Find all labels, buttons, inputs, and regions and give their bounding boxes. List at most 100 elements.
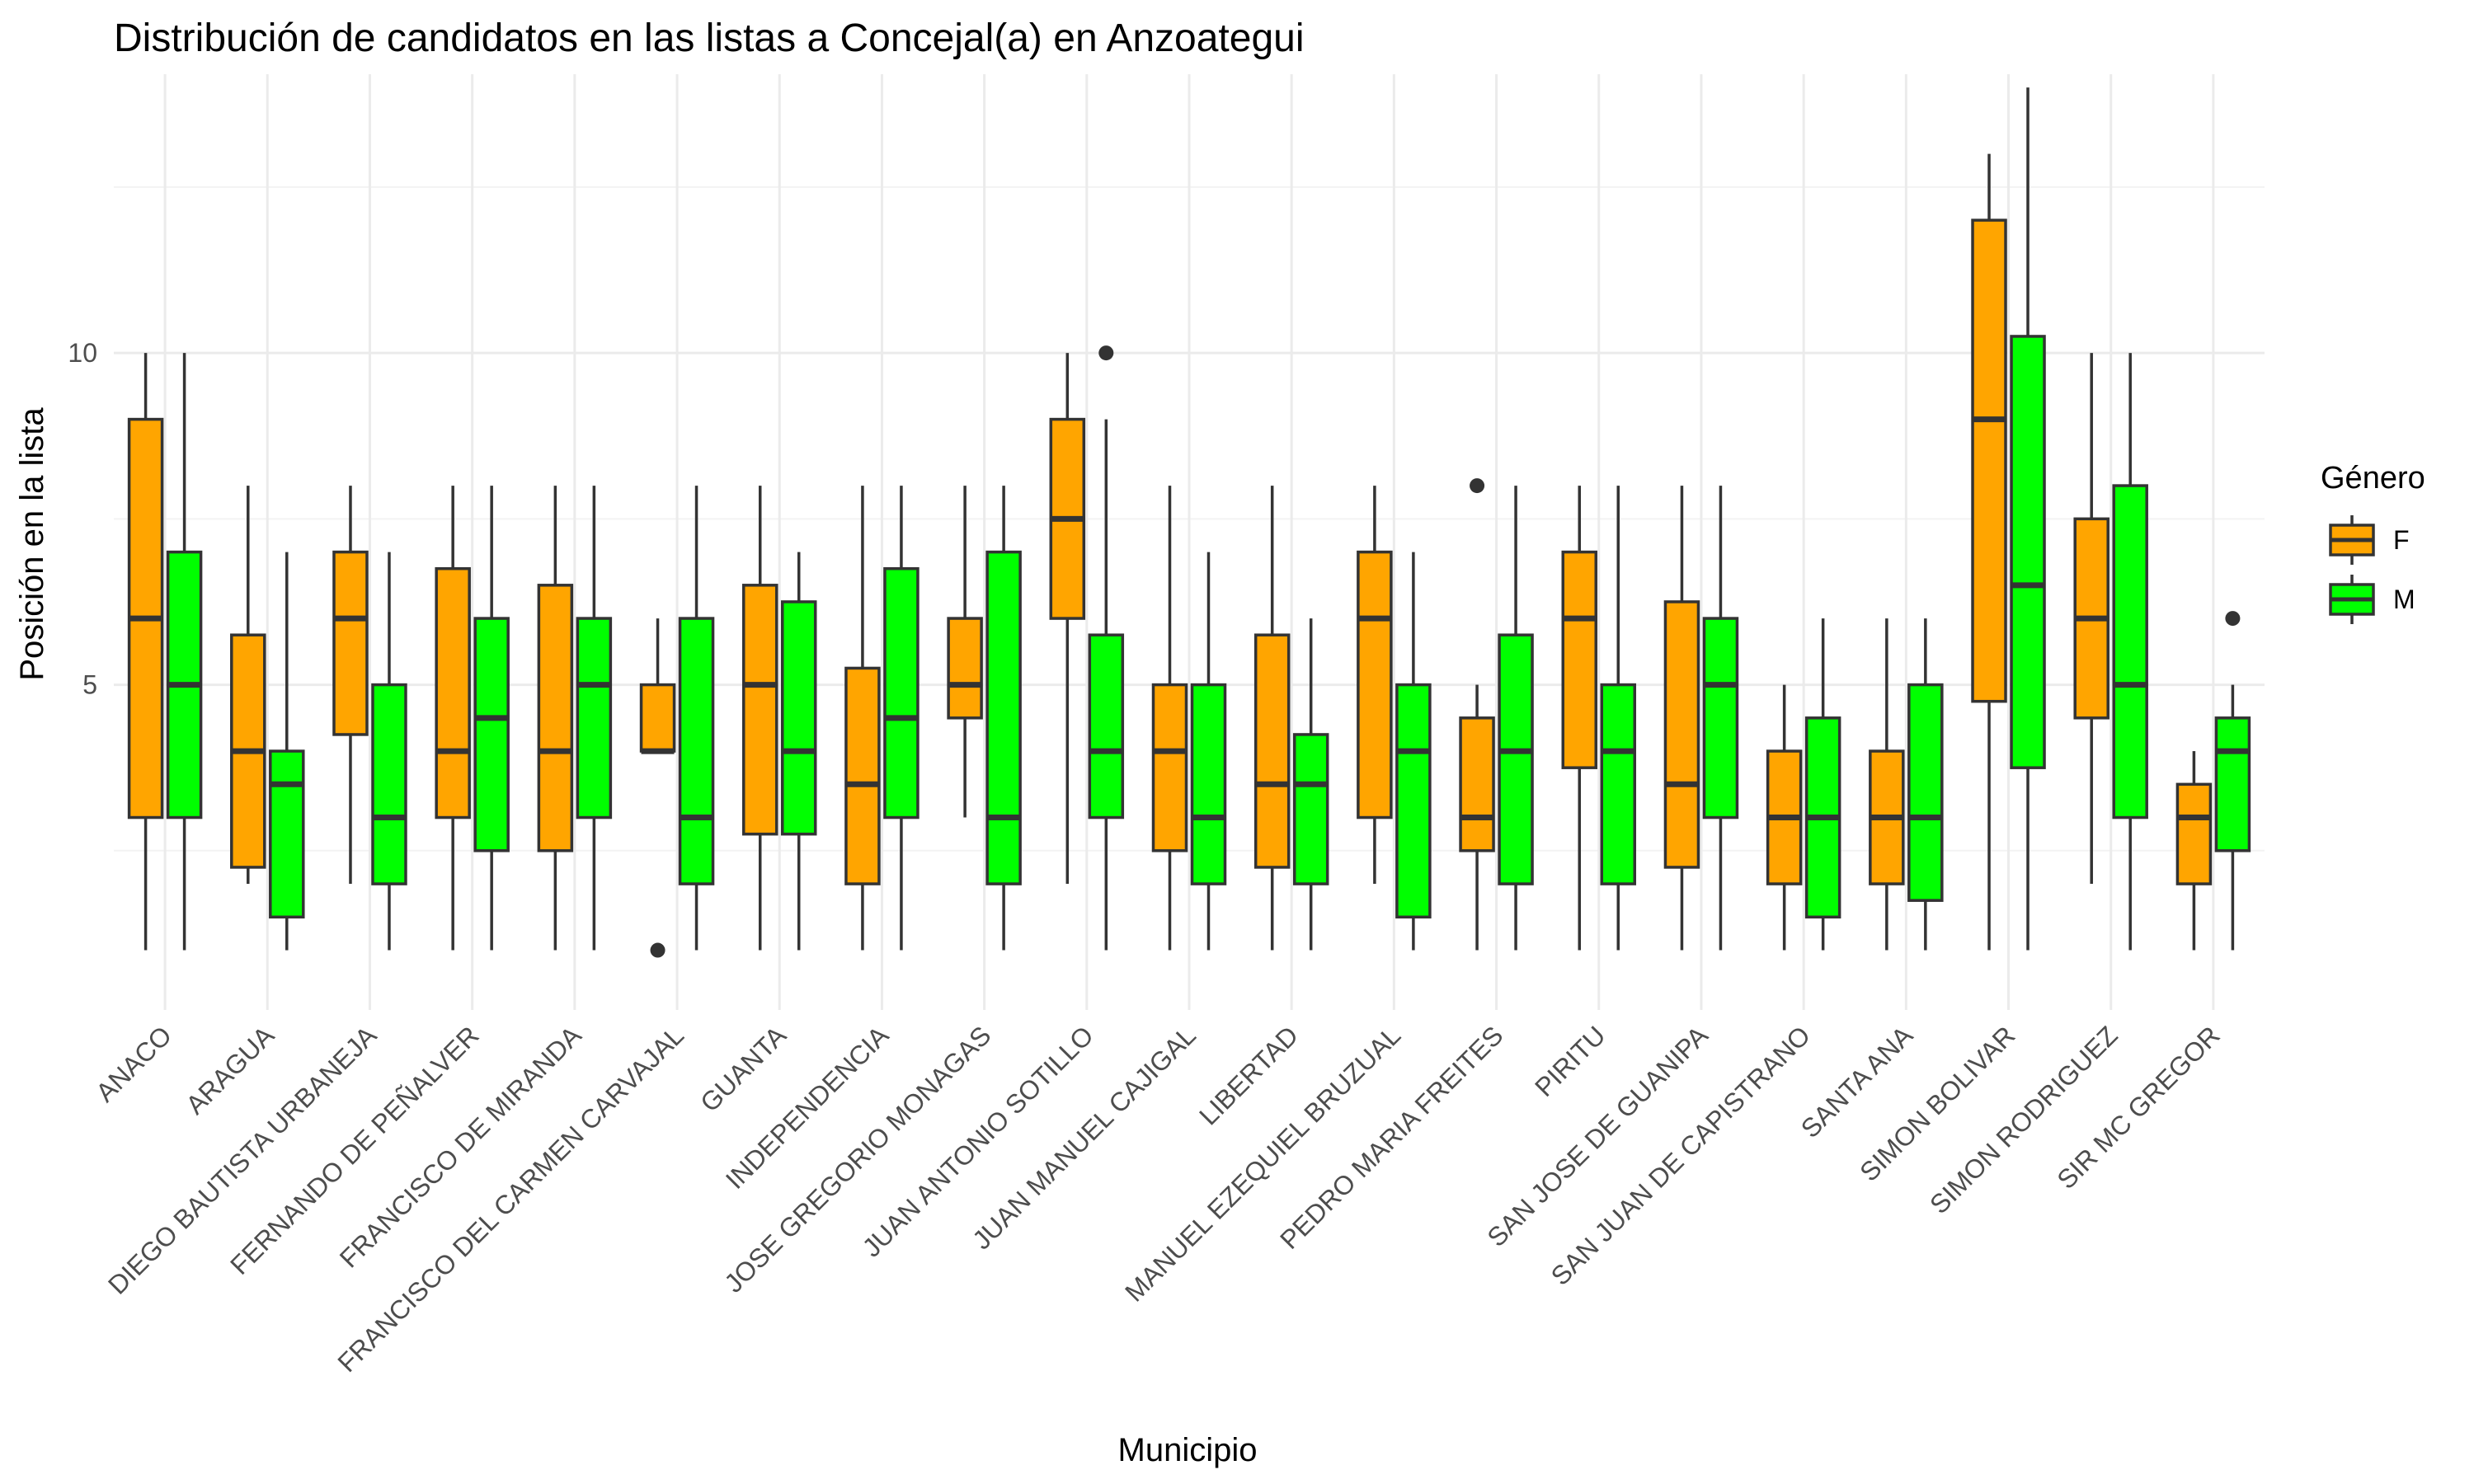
box-body (1357, 550, 1393, 819)
box-body (1151, 683, 1188, 852)
box-M (985, 486, 1022, 951)
box-body (1253, 633, 1291, 869)
outlier-point (1470, 478, 1485, 494)
box-M (473, 486, 510, 951)
box-M (166, 353, 203, 951)
legend-label-F: F (2393, 525, 2410, 555)
box-M (1088, 345, 1125, 951)
box-F (1253, 486, 1291, 951)
box-F (1459, 478, 1495, 951)
box-M (2010, 87, 2046, 951)
legend-key-F (2329, 515, 2375, 565)
box-body (269, 749, 305, 919)
x-tick-label: LIBERTAD (1193, 1020, 1304, 1130)
box-body (1907, 683, 1944, 902)
box-F (435, 486, 471, 951)
box-body (678, 617, 715, 885)
box-body (332, 550, 369, 736)
box-F (2073, 353, 2109, 885)
boxes (127, 87, 2251, 958)
box-F (1971, 153, 2007, 951)
x-tick-label: GUANTA (694, 1020, 793, 1118)
box-F (1869, 618, 1905, 951)
box-body (741, 584, 778, 836)
box-body (1561, 550, 1598, 769)
box-M (1907, 618, 1944, 951)
x-tick-label: ANACO (90, 1020, 177, 1107)
box-body (1663, 600, 1700, 869)
box-body (2175, 782, 2213, 885)
box-F (741, 486, 778, 951)
outlier-point (2225, 611, 2241, 627)
box-F (947, 486, 983, 818)
box-body (883, 566, 920, 819)
x-tick-label: FRANCISCO DEL CARMEN CARVAJAL (332, 1020, 689, 1378)
box-F (1561, 486, 1598, 951)
box-body (1702, 617, 1739, 819)
box-body (2010, 335, 2046, 769)
box-body (1395, 683, 1432, 919)
outlier-point (1098, 345, 1114, 361)
box-F (127, 353, 164, 951)
box-body (576, 617, 613, 819)
box-M (1600, 486, 1637, 951)
box-M (1702, 486, 1739, 951)
box-M (1395, 552, 1432, 951)
box-body (537, 584, 574, 852)
box-F (844, 486, 881, 951)
box-body (1459, 716, 1495, 852)
box-M (371, 552, 407, 951)
box-F (537, 486, 574, 951)
box-M (883, 486, 920, 951)
box-F (1357, 486, 1393, 885)
box-body (985, 550, 1022, 885)
box-body (1190, 683, 1227, 885)
box-F (1766, 684, 1803, 951)
x-tick-label: SIMON RODRIGUEZ (1924, 1020, 2124, 1219)
grid (114, 74, 2265, 1010)
legend-key-M (2329, 575, 2375, 624)
box-body (1088, 633, 1125, 819)
box-F (230, 486, 266, 885)
box-M (2112, 353, 2148, 951)
x-tick-label: PIRITU (1529, 1020, 1611, 1102)
box-M (1804, 618, 1841, 951)
box-M (2214, 611, 2251, 951)
box-F (1663, 486, 1700, 951)
x-axis-title: Municipio (1118, 1432, 1258, 1468)
box-body (1292, 733, 1329, 885)
y-tick-label: 10 (68, 338, 97, 368)
legend: Género F M (2321, 461, 2425, 624)
box-body (371, 683, 407, 885)
outlier-point (650, 942, 666, 958)
chart-title: Distribución de candidatos en las listas… (114, 16, 1305, 60)
y-tick-label: 5 (82, 670, 97, 700)
box-body (844, 666, 881, 885)
box-body (473, 617, 510, 852)
box-M (1498, 486, 1534, 951)
box-body (947, 617, 983, 720)
box-F (639, 618, 676, 958)
box-F (332, 486, 369, 885)
box-F (1049, 353, 1086, 885)
box-body (1971, 218, 2007, 703)
box-M (576, 486, 613, 951)
box-body (639, 683, 676, 753)
legend-title: Género (2321, 461, 2425, 495)
box-F (1151, 486, 1188, 951)
box-body (2112, 484, 2148, 819)
box-body (2214, 716, 2251, 852)
box-M (1292, 618, 1329, 951)
y-axis-title: Posición en la lista (14, 407, 50, 681)
box-M (269, 552, 305, 951)
x-tick-label: ARAGUA (180, 1020, 280, 1120)
box-M (780, 552, 817, 951)
box-M (1190, 552, 1227, 951)
legend-label-M: M (2393, 585, 2415, 614)
box-body (1498, 633, 1534, 885)
box-F (2175, 751, 2213, 951)
box-body (780, 600, 817, 836)
box-body (435, 566, 471, 819)
box-M (678, 486, 715, 951)
